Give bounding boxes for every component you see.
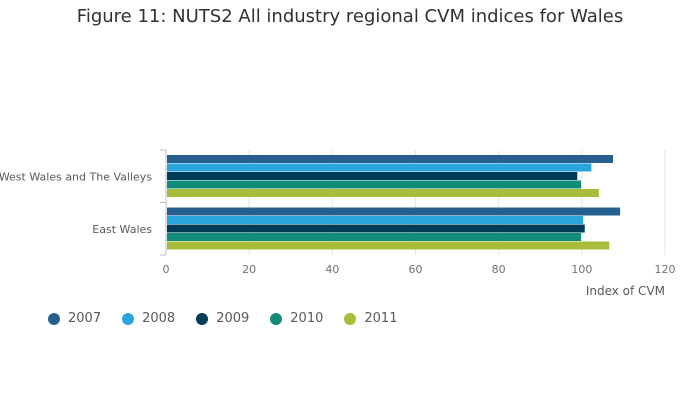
legend-label: 2009 (216, 311, 250, 326)
category-label: West Wales and The Valleys (0, 170, 152, 183)
legend-label: 2011 (364, 311, 398, 326)
x-axis-title: Index of CVM (586, 284, 665, 298)
legend-marker-icon (344, 312, 357, 325)
legend-marker-icon (270, 312, 283, 325)
x-tick-label: 0 (163, 263, 170, 276)
x-tick-label: 20 (242, 263, 256, 276)
bar-2011-east-wales[interactable] (167, 241, 610, 250)
x-tick-label: 80 (492, 263, 506, 276)
category-label: East Wales (92, 223, 152, 236)
x-tick-label: 120 (655, 263, 676, 276)
bar-2008-east-wales[interactable] (167, 216, 584, 224)
legend-item-2007[interactable]: 2007 (48, 311, 101, 326)
legend-marker-icon (48, 312, 60, 325)
chart-title: Figure 11: NUTS2 All industry regional C… (76, 6, 624, 27)
bar-2007-east-wales[interactable] (167, 207, 621, 216)
legend-marker-icon (196, 312, 209, 325)
bar-2010-east-wales[interactable] (167, 233, 582, 241)
legend: 2007 2008 2009 2010 2011 (48, 311, 418, 326)
legend-marker-icon (122, 312, 135, 325)
x-tick-label: 40 (325, 263, 339, 276)
legend-item-2008[interactable]: 2008 (122, 311, 175, 326)
x-tick-label: 100 (571, 263, 592, 276)
y-axis: West Wales and The Valleys East Wales (0, 149, 167, 256)
bar-2009-east-wales[interactable] (167, 224, 585, 233)
x-axis-ticks: 0 20 40 60 80 100 120 (163, 263, 676, 276)
bar-2007-west-wales[interactable] (167, 155, 614, 163)
legend-item-2011[interactable]: 2011 (344, 311, 397, 326)
bars (167, 155, 621, 250)
legend-item-2009[interactable]: 2009 (196, 311, 249, 326)
legend-label: 2007 (68, 311, 102, 326)
legend-label: 2010 (290, 311, 324, 326)
legend-label: 2008 (142, 311, 176, 326)
x-tick-label: 60 (409, 263, 423, 276)
bar-2008-west-wales[interactable] (167, 163, 592, 172)
bar-2009-west-wales[interactable] (167, 172, 578, 180)
legend-item-2010[interactable]: 2010 (270, 311, 323, 326)
bar-2010-west-wales[interactable] (167, 180, 582, 189)
bar-2011-west-wales[interactable] (167, 189, 599, 197)
